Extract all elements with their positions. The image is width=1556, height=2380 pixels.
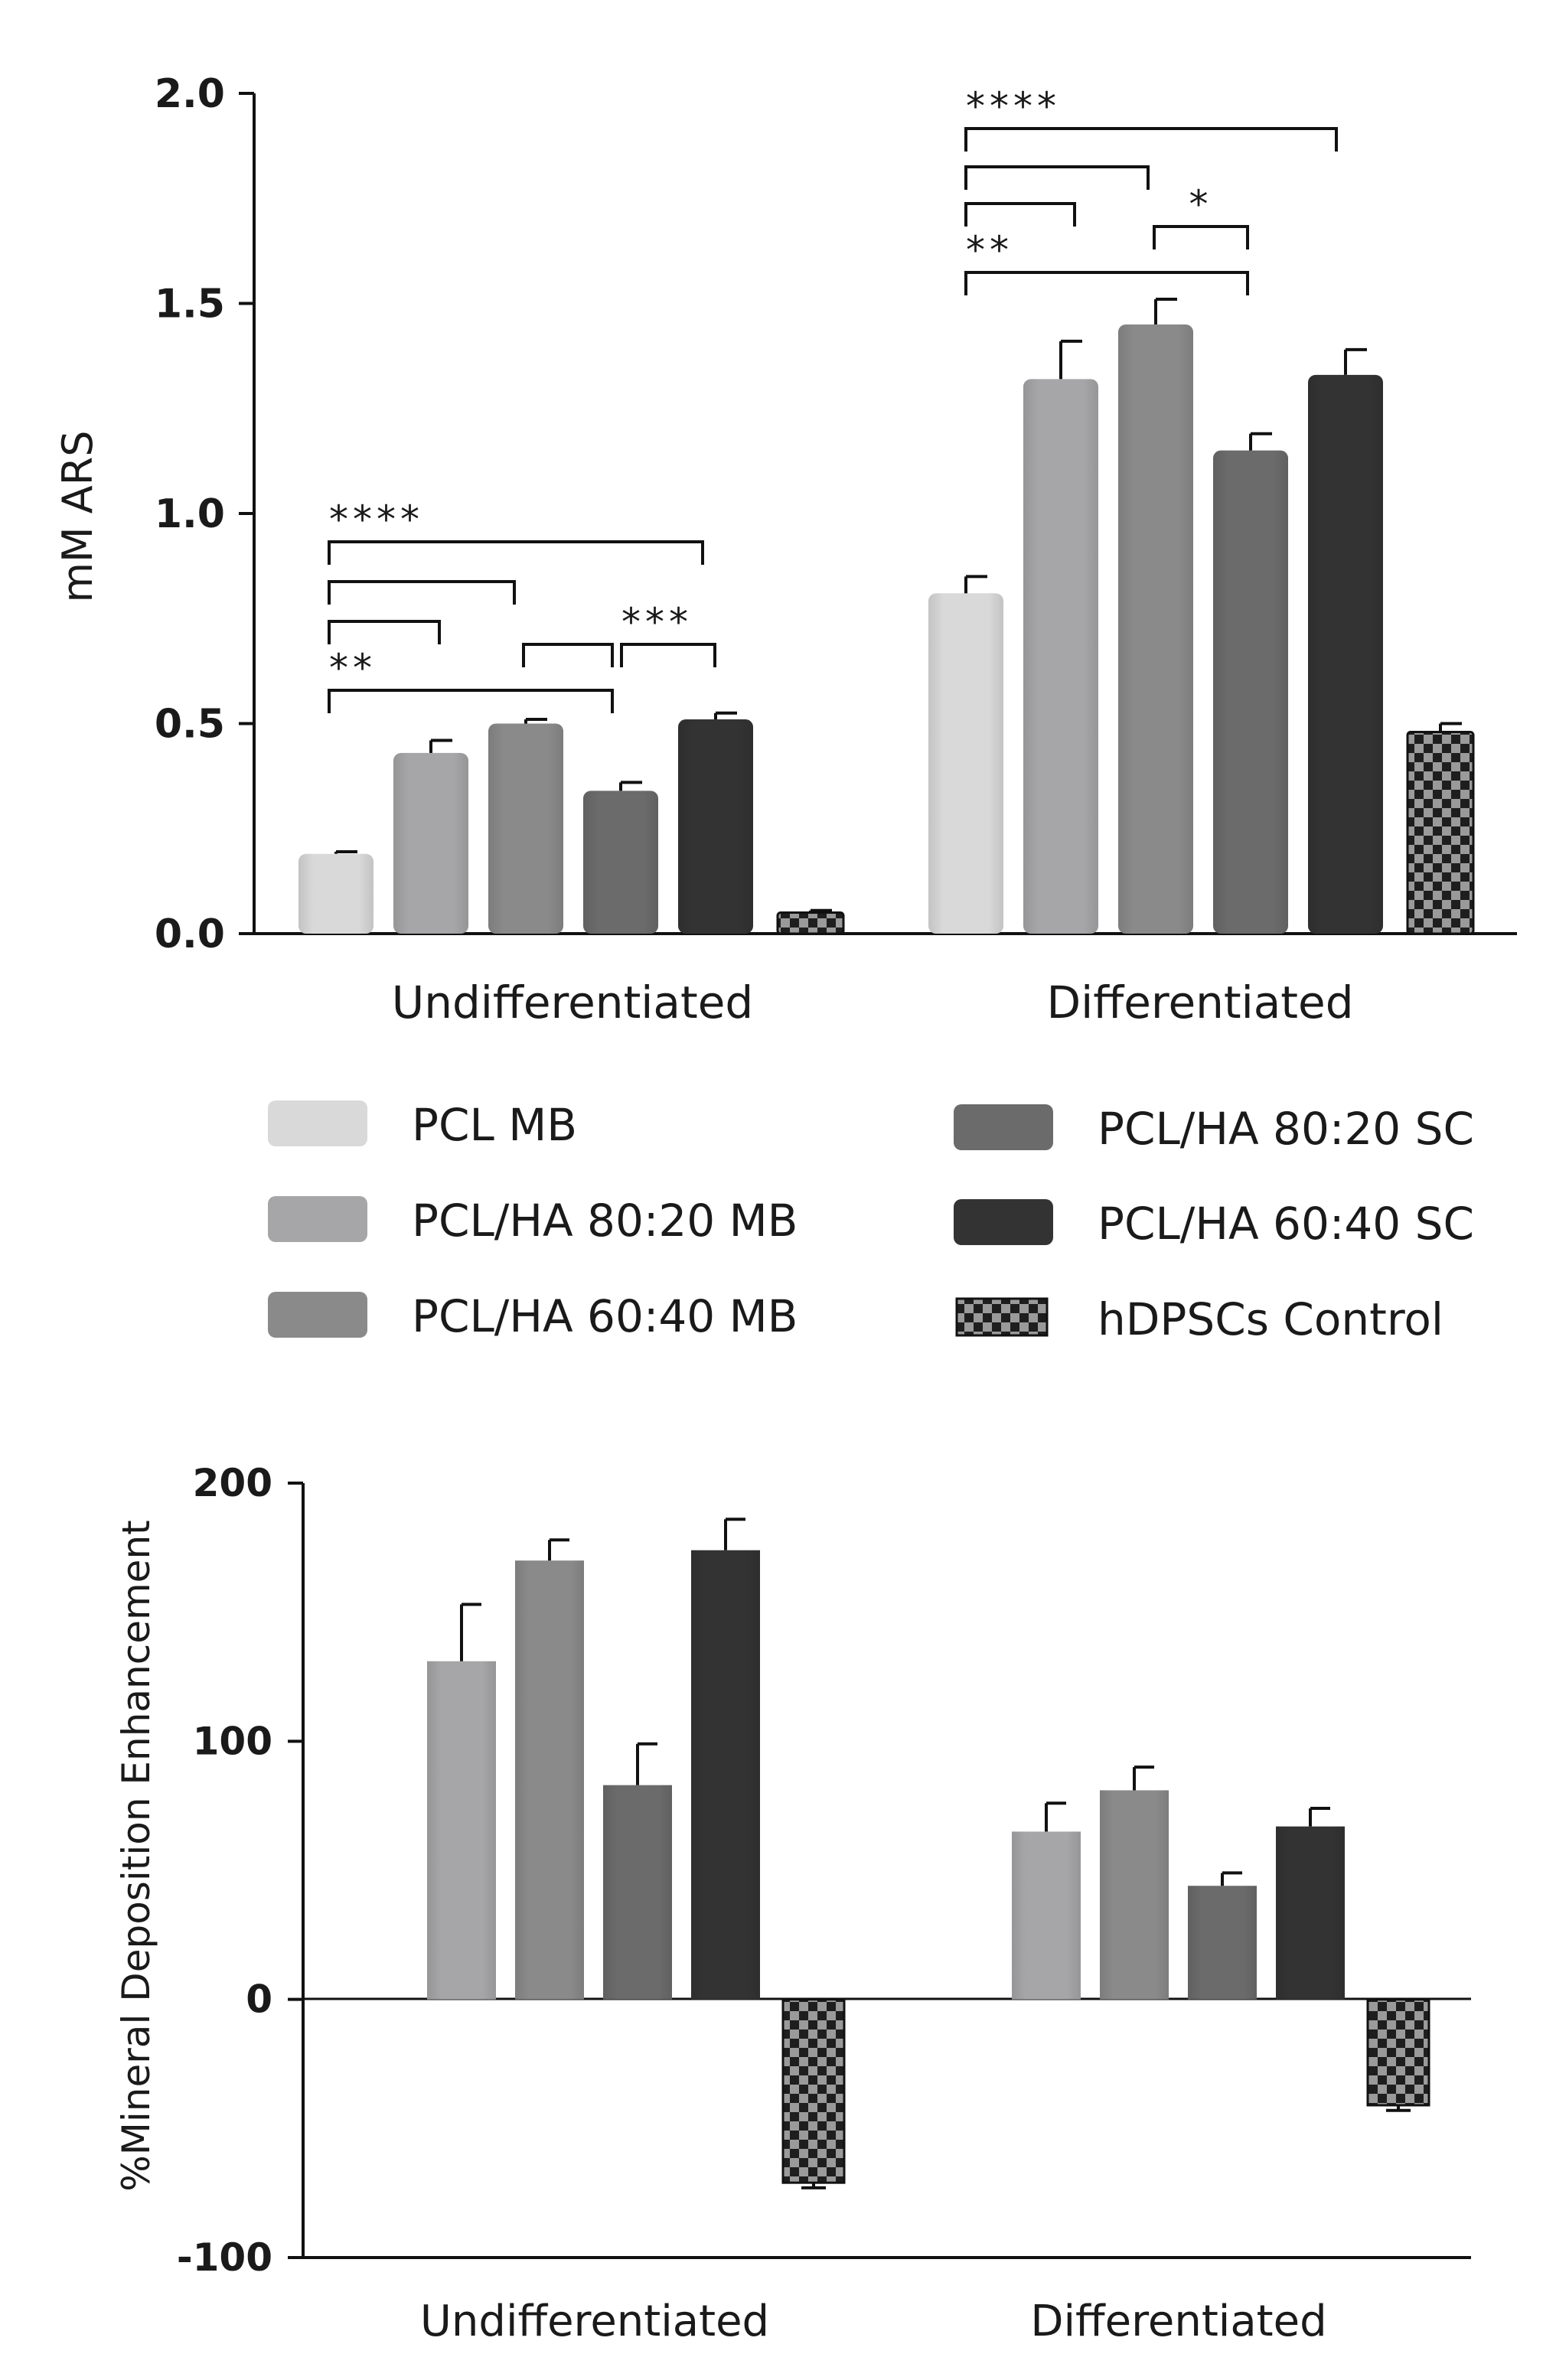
enh-bar-shade xyxy=(1188,1886,1257,2000)
ars-significance-bracket xyxy=(328,620,441,644)
enh-bar-shade xyxy=(603,1785,672,2000)
ars-bars xyxy=(298,298,1475,935)
enh-bar-shade xyxy=(515,1560,584,2000)
legend-swatch-pcl-mb xyxy=(268,1100,367,1146)
ars-significance-bracket xyxy=(328,540,704,565)
legend-label-pcl-mb: PCL MB xyxy=(412,1099,577,1151)
enh-bar-shade xyxy=(1276,1826,1345,2000)
enh-y-ticks: -100 0 100 200 xyxy=(177,1461,303,2280)
legend-item-hdpscs-control: hDPSCs Control xyxy=(955,1293,1443,1345)
ars-significance-label: * xyxy=(1189,182,1213,227)
legend-label-hdpscs-control: hDPSCs Control xyxy=(1098,1293,1443,1345)
legend-swatch-pcl-ha-80-20-sc xyxy=(954,1104,1053,1150)
legend-swatch-hdpscs-control xyxy=(955,1297,1049,1337)
ars-significance-bracket xyxy=(620,643,716,667)
ars-bar-shade xyxy=(1213,450,1288,934)
legend: PCL MB PCL/HA 80:20 MB PCL/HA 60:40 MB P… xyxy=(268,1099,1474,1345)
ars-bar-shade xyxy=(1308,374,1383,934)
ars-y-tick-label: 0.0 xyxy=(155,911,225,957)
ars-significance-label: *** xyxy=(621,600,693,644)
legend-item-pcl-ha-60-40-sc: PCL/HA 60:40 SC xyxy=(954,1198,1474,1250)
legend-swatch-pcl-ha-60-40-mb xyxy=(268,1292,367,1338)
ars-significance-bracket xyxy=(1153,225,1249,249)
enh-bar-shade xyxy=(427,1661,496,2000)
ars-bar-shade xyxy=(928,593,1003,934)
legend-item-pcl-ha-80-20-sc: PCL/HA 80:20 SC xyxy=(954,1103,1474,1155)
enh-bar-shade xyxy=(1100,1790,1169,2000)
legend-swatch-pcl-ha-60-40-sc xyxy=(954,1199,1053,1245)
ars-y-ticks: 0.0 0.5 1.0 1.5 2.0 xyxy=(155,71,254,957)
legend-swatch-pcl-ha-80-20-mb xyxy=(268,1196,367,1242)
ars-significance-bracket xyxy=(328,689,614,713)
ars-bar-hdpscs-control-undifferentiated xyxy=(776,911,845,935)
enh-bar-hdpscs-control-undifferentiated xyxy=(781,1998,846,2184)
legend-label-pcl-ha-80-20-mb: PCL/HA 80:20 MB xyxy=(412,1195,798,1247)
enh-bar-hdpscs-control-differentiated xyxy=(1366,1998,1430,2107)
enh-y-tick-label: 200 xyxy=(193,1461,272,1505)
ars-bar-shade xyxy=(393,752,468,934)
enh-y-tick-label: 0 xyxy=(246,1977,272,2022)
ars-y-tick-label: 0.5 xyxy=(155,702,225,748)
legend-label-pcl-ha-60-40-sc: PCL/HA 60:40 SC xyxy=(1098,1198,1474,1250)
enh-bar-shade xyxy=(691,1550,760,2000)
ars-y-tick-label: 1.0 xyxy=(155,491,225,537)
enh-y-tick-label: -100 xyxy=(177,2235,272,2280)
ars-y-axis-label: mM ARS xyxy=(54,430,102,602)
ars-bar-shade xyxy=(1118,324,1193,934)
ars-bar-hdpscs-control-differentiated xyxy=(1406,730,1475,935)
ars-y-tick-label: 2.0 xyxy=(155,71,225,117)
ars-category-label-undifferentiated: Undifferentiated xyxy=(392,976,753,1029)
ars-significance-bracket xyxy=(522,643,614,667)
legend-label-pcl-ha-80-20-sc: PCL/HA 80:20 SC xyxy=(1098,1103,1474,1155)
chart-enhancement: %Mineral Deposition Enhancement -100 0 100… xyxy=(114,1461,1471,2346)
legend-label-pcl-ha-60-40-mb: PCL/HA 60:40 MB xyxy=(412,1290,798,1342)
legend-item-pcl-ha-80-20-mb: PCL/HA 80:20 MB xyxy=(268,1195,798,1247)
ars-significance-label: **** xyxy=(966,84,1061,129)
ars-significance-bracket xyxy=(328,580,516,605)
enh-y-axis-label: %Mineral Deposition Enhancement xyxy=(114,1520,158,2192)
enh-bar-shade xyxy=(1012,1831,1081,2000)
ars-significance-label: ** xyxy=(329,646,377,690)
ars-significance-label: ** xyxy=(966,228,1013,272)
ars-significance-bracket xyxy=(964,202,1076,227)
ars-significance-label: **** xyxy=(329,497,424,542)
legend-item-pcl-ha-60-40-mb: PCL/HA 60:40 MB xyxy=(268,1290,798,1342)
ars-significance-bracket xyxy=(964,165,1150,190)
ars-bar-shade xyxy=(298,853,374,934)
enh-bars xyxy=(427,1518,1430,2189)
legend-item-pcl-mb: PCL MB xyxy=(268,1099,577,1151)
enh-category-label-undifferentiated: Undifferentiated xyxy=(420,2297,769,2346)
enh-y-tick-label: 100 xyxy=(193,1719,272,1763)
enh-category-label-differentiated: Differentiated xyxy=(1030,2297,1326,2346)
ars-bar-shade xyxy=(678,719,753,934)
ars-bar-shade xyxy=(583,791,658,934)
chart-ars: mM ARS 0.00.51.01.52.0 **************** … xyxy=(54,71,1517,1029)
ars-y-tick-label: 1.5 xyxy=(155,282,225,328)
ars-category-label-differentiated: Differentiated xyxy=(1046,976,1353,1029)
ars-significance-bracket xyxy=(964,271,1249,295)
ars-significance: **************** xyxy=(328,84,1338,713)
ars-bar-shade xyxy=(1023,379,1098,934)
ars-significance-bracket xyxy=(964,127,1338,152)
ars-bar-shade xyxy=(488,723,563,934)
